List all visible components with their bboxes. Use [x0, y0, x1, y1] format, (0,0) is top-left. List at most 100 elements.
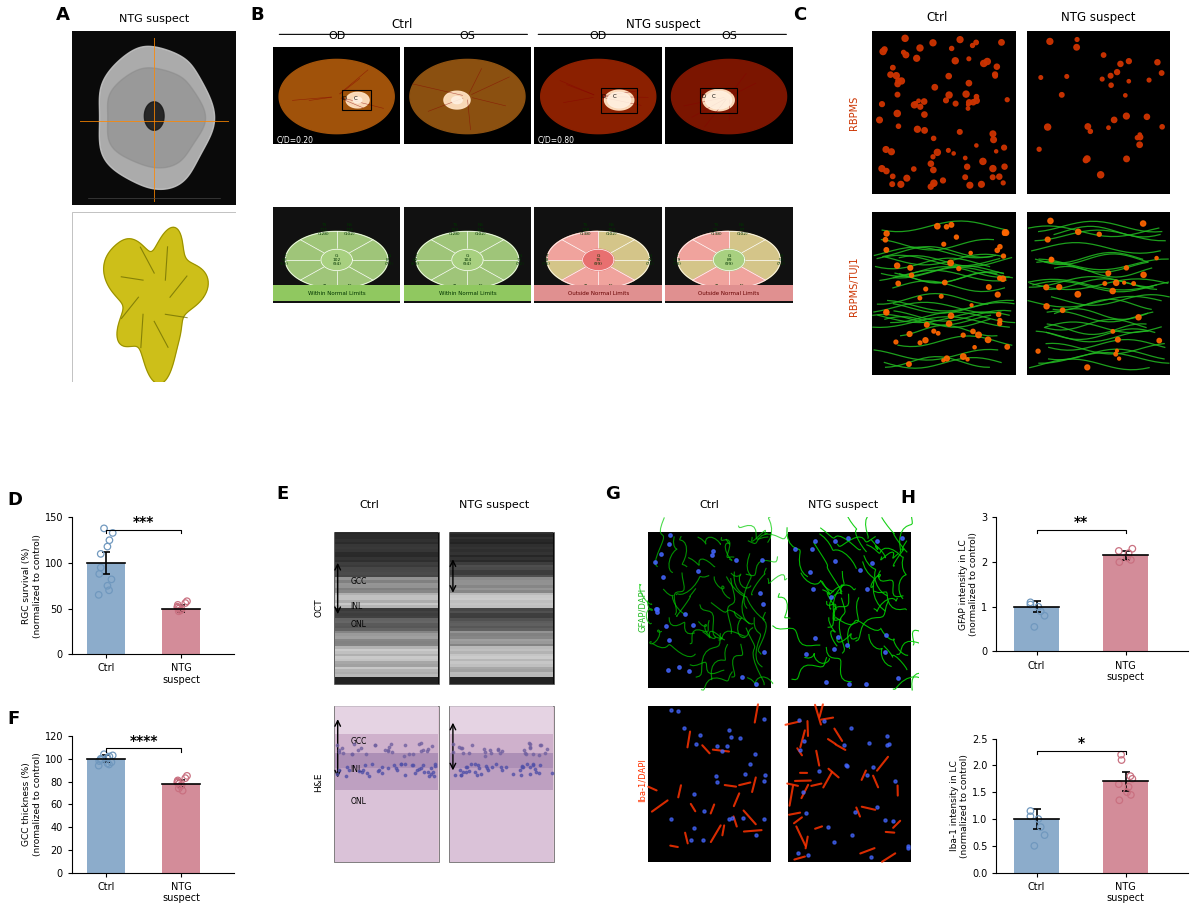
Text: H&E: H&E [314, 773, 324, 792]
Point [410, 744, 430, 759]
Point [542, 765, 562, 780]
Point [1106, 275, 1126, 290]
Point [409, 736, 428, 751]
Bar [450, 669, 553, 672]
Point [901, 261, 920, 275]
Polygon shape [108, 68, 205, 168]
Point [89, 758, 108, 773]
Point [790, 713, 809, 727]
Bar [450, 654, 553, 656]
Point [356, 746, 376, 761]
Point [900, 326, 919, 341]
Point [521, 766, 540, 781]
Point [91, 546, 110, 561]
Text: C: C [612, 94, 616, 98]
Point [443, 737, 462, 752]
Point [451, 768, 470, 783]
Polygon shape [692, 260, 730, 288]
Point [922, 179, 941, 194]
Bar [335, 634, 438, 636]
Point [1140, 73, 1159, 87]
Bar [335, 539, 438, 542]
Point [1121, 787, 1140, 802]
Text: TS
103
(128): TS 103 (128) [449, 224, 460, 236]
Text: NI
146
(103): NI 146 (103) [475, 284, 486, 296]
Point [1120, 54, 1139, 68]
Point [391, 756, 410, 771]
Polygon shape [144, 102, 164, 130]
Text: TS
91
(138): TS 91 (138) [710, 224, 721, 236]
Point [1100, 68, 1120, 83]
Point [1076, 153, 1096, 167]
Polygon shape [320, 249, 353, 271]
Text: I: I [901, 710, 907, 728]
Bar [450, 634, 553, 636]
Point [914, 123, 934, 137]
Point [659, 663, 678, 677]
Point [911, 335, 930, 350]
Point [872, 97, 892, 112]
Text: ONL: ONL [350, 797, 366, 806]
Point [892, 530, 911, 544]
Point [98, 751, 118, 765]
Point [1040, 214, 1060, 228]
Bar [450, 615, 553, 618]
Bar [787, 532, 911, 688]
Polygon shape [103, 227, 209, 384]
Bar [335, 674, 438, 676]
Point [451, 768, 470, 783]
Point [968, 327, 988, 342]
Point [922, 156, 941, 171]
Bar [450, 646, 553, 649]
Bar [450, 574, 553, 577]
Point [648, 601, 667, 615]
Point [887, 335, 906, 349]
Point [722, 811, 742, 825]
Point [457, 760, 476, 774]
Point [515, 745, 534, 760]
Polygon shape [354, 97, 361, 103]
Point [175, 595, 194, 610]
Bar [648, 705, 770, 862]
Point [731, 731, 750, 745]
Bar [450, 734, 553, 753]
Text: ***: *** [133, 515, 155, 529]
Point [512, 760, 532, 774]
Point [838, 759, 857, 774]
Point [1037, 280, 1056, 295]
Text: D: D [701, 94, 706, 98]
Bar [450, 544, 553, 547]
Point [988, 59, 1007, 74]
Bar [450, 625, 553, 628]
Text: D: D [602, 94, 606, 98]
Point [746, 676, 766, 691]
Text: D: D [7, 491, 22, 509]
Point [720, 724, 739, 738]
Point [838, 638, 857, 653]
Point [102, 572, 121, 586]
Point [679, 664, 698, 678]
Bar [449, 532, 554, 684]
Bar [335, 638, 438, 641]
Point [517, 756, 536, 771]
Point [689, 564, 708, 578]
Point [894, 45, 913, 60]
Point [954, 328, 973, 343]
Point [464, 765, 484, 780]
Text: Within Normal Limits: Within Normal Limits [439, 291, 497, 296]
Bar [335, 605, 438, 608]
Point [414, 743, 433, 757]
Point [959, 97, 978, 112]
Bar [534, 46, 662, 145]
Point [794, 734, 814, 748]
Polygon shape [730, 260, 766, 288]
Bar [450, 636, 553, 638]
Bar [450, 705, 553, 734]
Point [902, 268, 922, 283]
Point [492, 759, 511, 774]
Bar [450, 560, 553, 562]
Point [332, 741, 352, 755]
Point [911, 41, 930, 55]
Point [929, 326, 948, 341]
Bar [403, 46, 532, 145]
